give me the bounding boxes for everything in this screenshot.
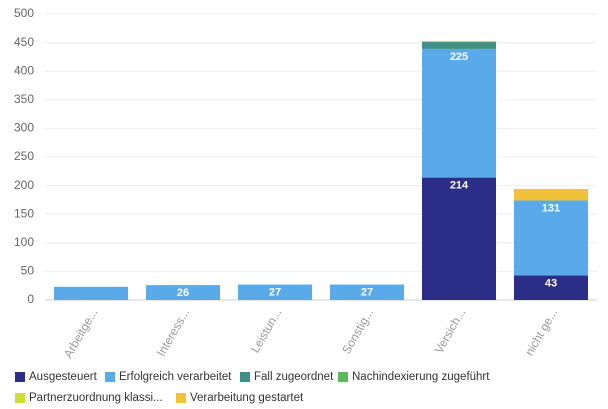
x-tick-label: Sonstig... xyxy=(339,306,376,356)
y-tick-label: 50 xyxy=(21,264,35,278)
bar-segment xyxy=(422,48,496,178)
data-label: 131 xyxy=(542,202,560,214)
data-label: 225 xyxy=(450,51,468,63)
x-tick-label: Arbeitge... xyxy=(61,306,100,360)
data-label: 43 xyxy=(545,277,557,289)
y-tick-label: 100 xyxy=(14,235,34,249)
y-tick-label: 200 xyxy=(14,178,34,192)
bar-segment xyxy=(422,42,496,49)
y-tick-label: 350 xyxy=(14,92,34,106)
y-tick-label: 0 xyxy=(27,292,34,306)
bar-segment xyxy=(238,284,312,300)
legend-swatch xyxy=(240,372,250,382)
data-label: 214 xyxy=(450,179,469,191)
x-tick-label: Interess... xyxy=(154,306,192,359)
legend-label: Nachindexierung zugeführt xyxy=(352,371,490,383)
bar-segment xyxy=(514,275,588,300)
x-tick-label: nicht ge... xyxy=(522,306,560,358)
legend-label: Fall zugeordnet xyxy=(254,371,334,383)
y-tick-label: 500 xyxy=(14,6,34,20)
y-tick-label: 150 xyxy=(14,206,34,220)
legend-swatch xyxy=(15,372,25,382)
legend-label: Partnerzuordnung klassi... xyxy=(29,392,163,404)
bar-segment xyxy=(330,284,404,300)
legend-swatch xyxy=(176,393,186,403)
bar-segment xyxy=(422,177,496,300)
data-label: 26 xyxy=(177,287,189,299)
y-tick-label: 250 xyxy=(14,149,34,163)
data-label: 27 xyxy=(361,286,373,298)
x-tick-label: Versich... xyxy=(432,306,469,356)
legend-label: Erfolgreich verarbeitet xyxy=(119,371,232,383)
y-tick-label: 400 xyxy=(14,63,34,77)
bar-segment xyxy=(422,40,496,43)
bar-segment xyxy=(514,189,588,201)
legend-swatch xyxy=(15,393,25,403)
x-tick-label: Leistun... xyxy=(248,306,284,355)
bar-segment xyxy=(514,200,588,276)
legend-swatch xyxy=(105,372,115,382)
bar-segment xyxy=(54,286,128,300)
bar-segment xyxy=(146,285,220,300)
y-tick-label: 450 xyxy=(14,35,34,49)
legend-label: Ausgesteuert xyxy=(29,371,98,383)
legend-label: Verarbeitung gestartet xyxy=(190,392,304,404)
y-tick-label: 300 xyxy=(14,121,34,135)
legend-swatch xyxy=(338,372,348,382)
data-label: 27 xyxy=(269,286,281,298)
